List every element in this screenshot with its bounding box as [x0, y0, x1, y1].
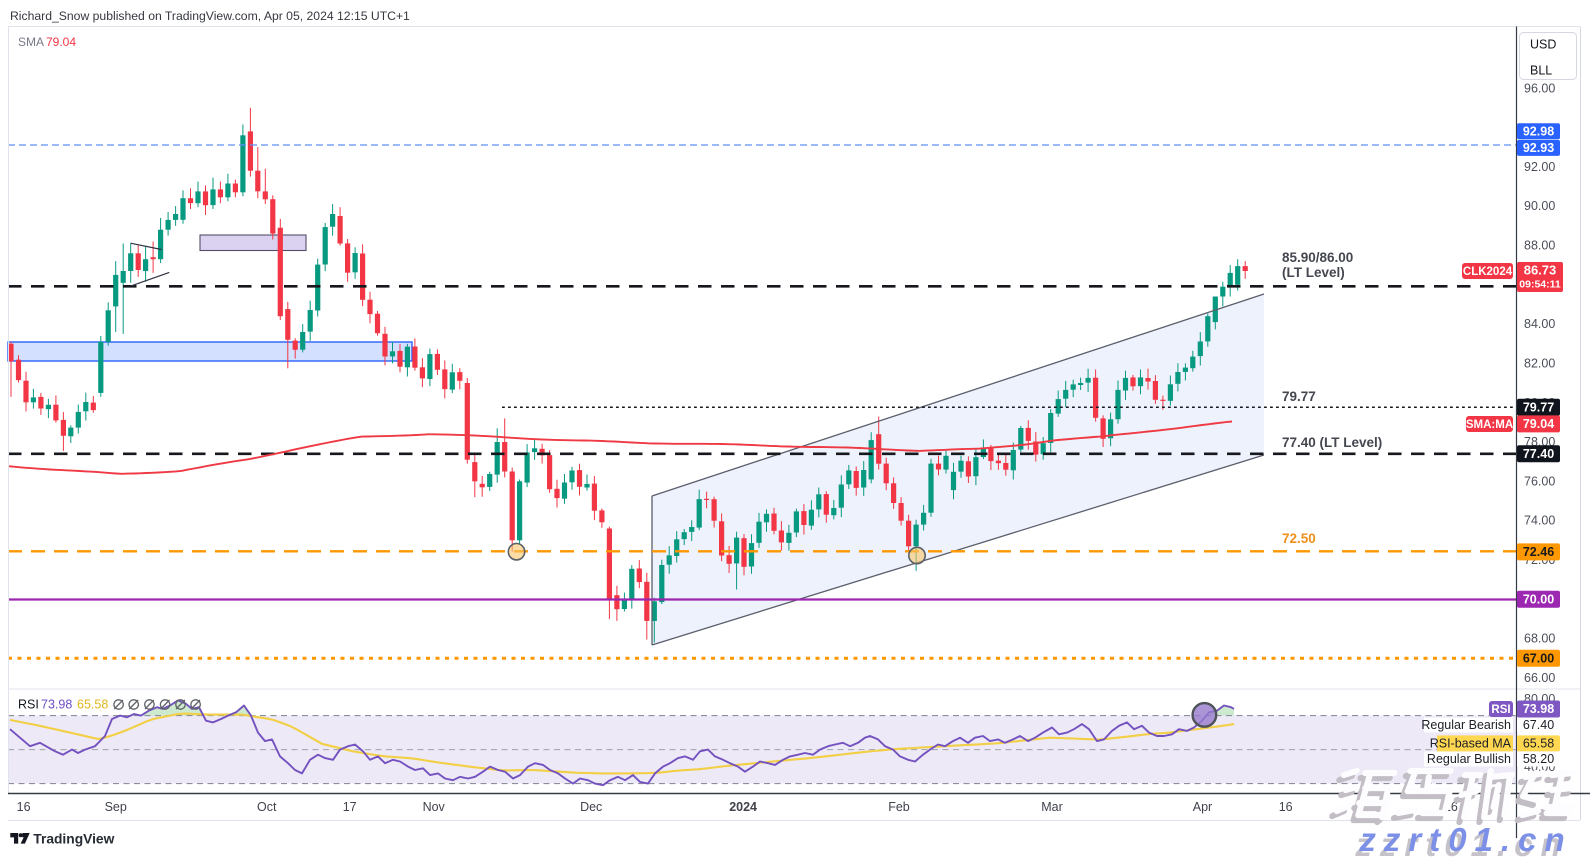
svg-text:65.58: 65.58 — [1523, 737, 1554, 751]
svg-text:88.00: 88.00 — [1524, 239, 1555, 253]
svg-text:58.20: 58.20 — [1523, 752, 1554, 766]
svg-text:79.77: 79.77 — [1523, 400, 1554, 414]
svg-text:zzrt01.cn: zzrt01.cn — [1358, 821, 1572, 857]
svg-text:86.73: 86.73 — [1524, 263, 1557, 278]
svg-text:65.58: 65.58 — [77, 698, 108, 712]
svg-text:73.98: 73.98 — [41, 698, 72, 712]
svg-text:17: 17 — [343, 800, 357, 814]
svg-text:Feb: Feb — [888, 800, 910, 814]
svg-text:zzrt01.cn: zzrt01.cn — [1354, 826, 1568, 857]
svg-text:84.00: 84.00 — [1524, 317, 1555, 331]
svg-text:Dec: Dec — [580, 800, 602, 814]
svg-text:68.00: 68.00 — [1524, 632, 1555, 646]
svg-text:Mar: Mar — [1041, 800, 1063, 814]
svg-text:70.00: 70.00 — [1523, 593, 1554, 607]
svg-text:Nov: Nov — [423, 800, 446, 814]
svg-text:92.93: 92.93 — [1523, 141, 1554, 155]
svg-text:73.98: 73.98 — [1523, 702, 1554, 716]
svg-text:Apr: Apr — [1193, 800, 1212, 814]
svg-text:85.90/86.00: 85.90/86.00 — [1282, 250, 1353, 265]
svg-text:Regular Bearish: Regular Bearish — [1421, 718, 1511, 732]
svg-text:74.00: 74.00 — [1524, 514, 1555, 528]
svg-text:82.00: 82.00 — [1524, 356, 1555, 370]
svg-text:(LT Level): (LT Level) — [1282, 265, 1345, 280]
svg-text:72.50: 72.50 — [1282, 531, 1316, 546]
svg-text:RSI-based MA: RSI-based MA — [1430, 737, 1512, 751]
svg-text:77.40: 77.40 — [1523, 447, 1554, 461]
svg-text:09:54:11: 09:54:11 — [1519, 279, 1561, 291]
svg-text:USD: USD — [1530, 38, 1556, 52]
svg-text:RSI: RSI — [1491, 704, 1510, 716]
svg-text:SMA: SMA — [18, 35, 44, 49]
svg-text:SMA:MA: SMA:MA — [1466, 419, 1513, 431]
svg-text:2024: 2024 — [729, 800, 757, 814]
svg-text:79.77: 79.77 — [1282, 389, 1316, 404]
svg-text:77.40 (LT Level): 77.40 (LT Level) — [1282, 435, 1382, 450]
svg-text:96.00: 96.00 — [1524, 81, 1555, 95]
svg-text:67.40: 67.40 — [1523, 718, 1554, 732]
svg-text:CLK2024: CLK2024 — [1463, 266, 1513, 278]
svg-text:Sep: Sep — [105, 800, 127, 814]
svg-text:67.00: 67.00 — [1523, 652, 1554, 666]
svg-text:16: 16 — [17, 800, 31, 814]
svg-text:76.00: 76.00 — [1524, 474, 1555, 488]
svg-text:79.04: 79.04 — [46, 35, 76, 49]
svg-text:72.46: 72.46 — [1523, 545, 1554, 559]
svg-text:Richard_Snow published on Trad: Richard_Snow published on TradingView.co… — [10, 9, 410, 23]
svg-text:79.04: 79.04 — [1523, 417, 1554, 431]
svg-text:Regular Bullish: Regular Bullish — [1427, 752, 1511, 766]
svg-text:16: 16 — [1279, 800, 1293, 814]
svg-text:TradingView: TradingView — [33, 832, 114, 847]
svg-text:Oct: Oct — [257, 800, 277, 814]
svg-text:RSI: RSI — [18, 698, 39, 712]
svg-text:92.00: 92.00 — [1524, 160, 1555, 174]
svg-text:92.98: 92.98 — [1523, 125, 1554, 139]
svg-text:BLL: BLL — [1530, 64, 1552, 78]
svg-text:90.00: 90.00 — [1524, 199, 1555, 213]
svg-text:66.00: 66.00 — [1524, 671, 1555, 685]
